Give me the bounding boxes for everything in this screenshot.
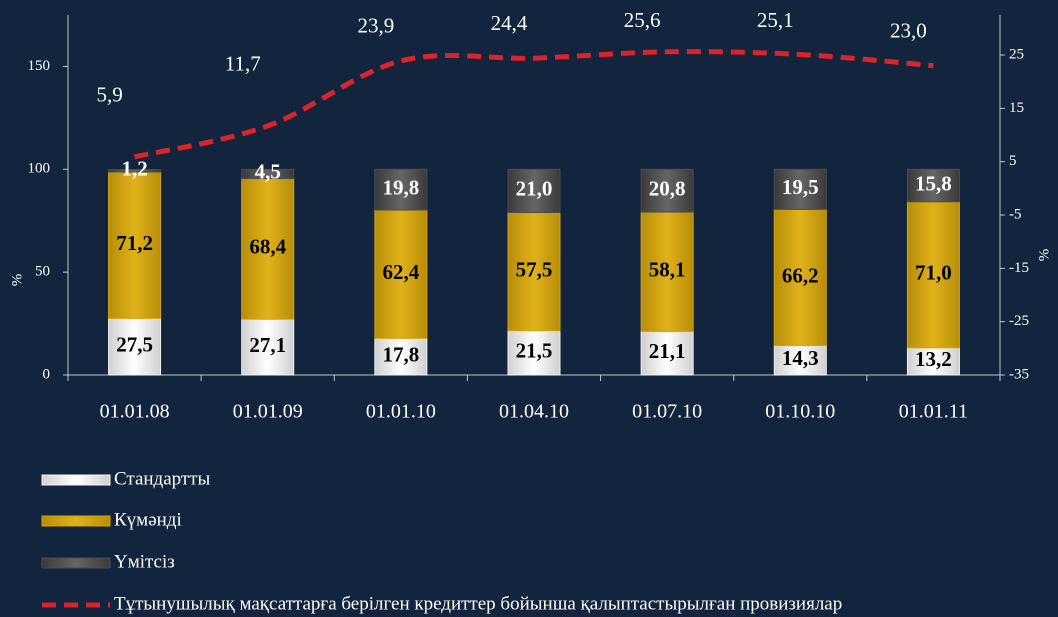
legend-label: Стандартты [114,468,211,489]
line [134,49,934,160]
bar-value-label: 71,0 [915,261,952,285]
y2-tick-label: -5 [1009,206,1022,222]
y2-tick-label: 15 [1009,100,1024,116]
bar-segment [773,168,827,210]
legend-swatch [41,474,111,486]
y-tick-label: 150 [28,58,51,74]
y-axis-label: % [9,274,25,287]
y-tick-label: 50 [35,264,50,280]
bar-value-label: 13,2 [915,347,952,371]
legend-label: Тұтынушылық мақсаттарға берілген кредитт… [114,593,842,614]
y2-tick-label: -35 [1009,366,1029,382]
y2-tick-label: -15 [1009,260,1029,276]
bar-value-label: 68,4 [249,235,286,259]
bar-segment [108,317,162,376]
bar-value-label: 1,2 [121,157,147,181]
line-value-label: 25,1 [757,8,794,32]
bar-value-label: 27,1 [249,333,286,357]
bar-segment [507,211,561,332]
y-tick-label: 0 [43,366,51,382]
x-tick-label: 01.01.09 [233,401,303,423]
y2-tick-label: 25 [1009,46,1024,62]
line-value-label: 23,0 [890,18,927,42]
bar-segment [773,208,827,347]
bar-segment [906,347,960,376]
bar-segment [374,209,428,339]
bar-segment [241,178,295,320]
y2-tick-label: -25 [1009,313,1029,329]
bar-segment [507,168,561,213]
line-value-label: 23,9 [357,14,394,38]
bar-segment [906,201,960,349]
line-value-label: 5,9 [96,83,122,107]
bar-value-label: 58,1 [649,258,686,282]
x-tick-label: 01.01.11 [899,401,968,423]
bar-value-label: 19,5 [782,175,819,199]
legend-swatch [41,557,111,569]
bar-value-label: 4,5 [255,160,281,184]
bar-value-label: 20,8 [649,176,686,200]
bar-segment [241,318,295,376]
bar-segment [906,168,960,203]
bar-value-label: 57,5 [516,257,553,281]
legend-label: Үмітсіз [114,551,175,572]
x-tick-label: 01.04.10 [499,401,569,423]
bar-value-label: 71,2 [116,231,153,255]
y-tick-label: 100 [28,161,51,177]
x-tick-label: 01.10.10 [765,401,835,423]
bar-segment [108,168,162,173]
bar-value-label: 21,5 [516,339,553,363]
line-value-label: 25,6 [624,8,661,32]
y2-axis-label: % [1036,249,1052,262]
line-value-label: 11,7 [225,52,261,76]
line-value-label: 24,4 [491,11,528,35]
bar-segment [640,211,694,333]
x-tick-label: 01.01.10 [366,401,436,423]
bar-value-label: 66,2 [782,263,819,287]
bar-value-label: 21,1 [649,339,686,363]
bar-value-label: 21,0 [516,177,553,201]
bar-value-label: 15,8 [915,171,952,195]
bar-segment [773,345,827,376]
x-tick-label: 01.07.10 [632,401,702,423]
bar-value-label: 14,3 [782,346,819,370]
bar-segment [640,331,694,376]
bar-value-label: 27,5 [116,333,153,357]
legend-swatch [41,515,111,527]
bar-segment [241,168,295,180]
bar-segment [374,337,428,376]
x-tick-label: 01.01.08 [100,401,170,423]
bar-value-label: 17,8 [382,343,419,367]
bar-segment [374,168,428,211]
bar-value-label: 62,4 [382,260,419,284]
bar-value-label: 19,8 [382,175,419,199]
bar-segment [640,168,694,213]
y2-tick-label: 5 [1009,153,1017,169]
legend-label: Күмәнді [114,509,182,530]
